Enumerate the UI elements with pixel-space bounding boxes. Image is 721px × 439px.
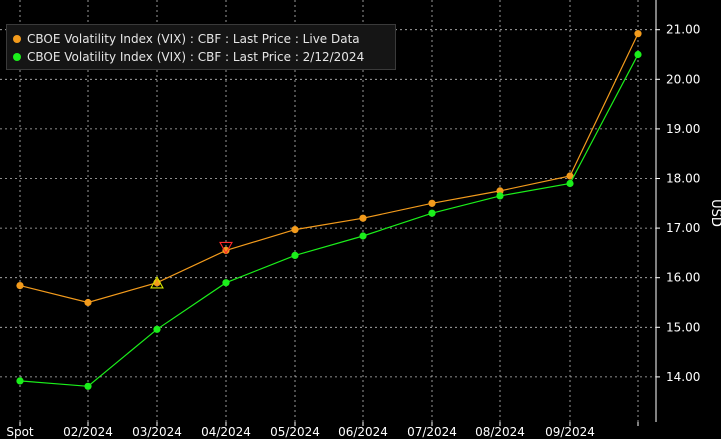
data-point-historical xyxy=(634,50,642,59)
x-tick-label: 09/2024 xyxy=(545,425,595,439)
data-point-historical xyxy=(566,179,574,188)
x-tick-label: 04/2024 xyxy=(201,425,251,439)
legend-label-live: CBOE Volatility Index (VIX) : CBF : Last… xyxy=(27,32,360,46)
data-point-historical xyxy=(222,279,230,287)
data-point-historical xyxy=(16,377,24,385)
y-tick-label: 21.00 xyxy=(666,23,700,37)
data-point-live xyxy=(16,282,24,290)
data-point-historical xyxy=(359,232,367,240)
legend-swatch-historical xyxy=(13,53,21,61)
series-line-live xyxy=(19,33,639,304)
x-tick-label: 03/2024 xyxy=(132,425,182,439)
chart-legend: CBOE Volatility Index (VIX) : CBF : Last… xyxy=(6,24,396,70)
triangle-down-marker xyxy=(219,241,233,255)
x-tick-label: 08/2024 xyxy=(475,425,525,439)
x-tick-label: 05/2024 xyxy=(270,425,320,439)
data-point-live xyxy=(291,226,299,234)
x-tick-label: Spot xyxy=(6,425,34,439)
data-point-historical xyxy=(84,382,92,390)
data-point-historical xyxy=(496,192,504,200)
data-point-live xyxy=(359,214,367,222)
series-line-historical xyxy=(19,54,639,387)
y-tick-label: 15.00 xyxy=(666,320,700,334)
y-tick-label: 20.00 xyxy=(666,72,700,86)
data-point-live xyxy=(428,199,436,207)
legend-swatch-live xyxy=(13,35,21,43)
y-tick-label: 17.00 xyxy=(666,221,700,235)
legend-entry-historical: CBOE Volatility Index (VIX) : CBF : Last… xyxy=(13,48,364,66)
x-tick-label: 07/2024 xyxy=(407,425,457,439)
x-tick-label: 06/2024 xyxy=(338,425,388,439)
y-axis-title: USD xyxy=(708,199,721,227)
data-point-live xyxy=(566,172,574,180)
data-point-live xyxy=(634,30,642,38)
data-point-historical xyxy=(291,251,299,259)
y-tick-label: 16.00 xyxy=(666,271,700,285)
data-point-live xyxy=(496,187,504,195)
triangle-up-marker xyxy=(150,276,164,289)
y-tick-label: 18.00 xyxy=(666,172,700,186)
legend-entry-live: CBOE Volatility Index (VIX) : CBF : Last… xyxy=(13,30,360,48)
data-point-historical xyxy=(153,325,161,333)
y-tick-label: 19.00 xyxy=(666,122,700,136)
data-point-live xyxy=(222,246,230,254)
legend-label-historical: CBOE Volatility Index (VIX) : CBF : Last… xyxy=(27,50,365,64)
x-tick-label: 02/2024 xyxy=(63,425,113,439)
y-tick-label: 14.00 xyxy=(666,370,700,384)
data-point-historical xyxy=(428,209,436,217)
data-point-live xyxy=(84,298,92,307)
